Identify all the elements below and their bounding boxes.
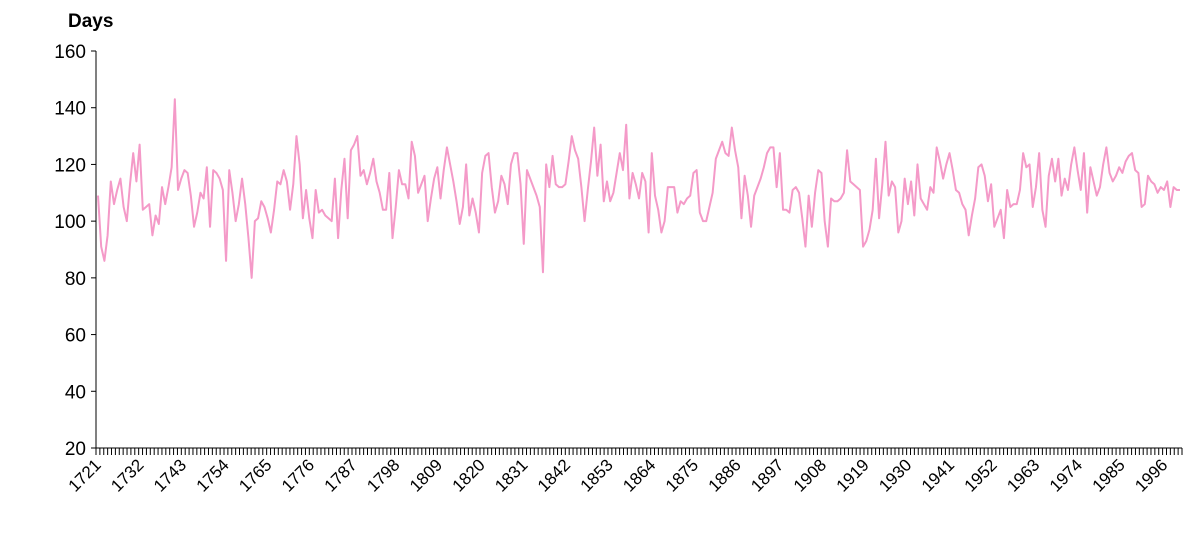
y-axis-ticks: 20 40 60 80 100 120 140 160 xyxy=(54,42,96,460)
x-tick-label: 1908 xyxy=(790,455,830,495)
x-tick-label: 1941 xyxy=(918,455,958,495)
y-tick-label: 20 xyxy=(65,439,86,460)
x-tick-label: 1732 xyxy=(107,455,147,495)
y-tick-label: 80 xyxy=(65,269,86,290)
x-tick-label: 1831 xyxy=(491,455,531,495)
x-tick-label: 1787 xyxy=(321,455,361,495)
x-tick-label: 1809 xyxy=(406,455,446,495)
x-tick-label: 1820 xyxy=(449,455,489,495)
x-tick-label: 1875 xyxy=(662,455,702,495)
y-tick-label: 140 xyxy=(54,99,86,120)
y-axis-title: Days xyxy=(68,11,113,32)
x-tick-label: 1897 xyxy=(747,455,787,495)
x-tick-label: 1974 xyxy=(1046,455,1086,495)
x-tick-label: 1919 xyxy=(833,455,873,495)
x-tick-label: 1743 xyxy=(150,455,190,495)
y-tick-label: 40 xyxy=(65,382,86,403)
x-tick-label: 1996 xyxy=(1131,455,1171,495)
x-tick-label: 1754 xyxy=(193,455,233,495)
x-axis-ticks: 1721 1732 1743 1754 1765 1776 1787 1798 1809 1820… xyxy=(65,448,1183,496)
x-tick-label: 1798 xyxy=(363,455,403,495)
y-tick-label: 60 xyxy=(65,326,86,347)
y-tick-label: 120 xyxy=(54,155,86,176)
y-tick-label: 100 xyxy=(54,212,86,233)
x-tick-label: 1842 xyxy=(534,455,574,495)
x-tick-label: 1721 xyxy=(65,455,105,495)
x-tick-label: 1765 xyxy=(235,455,275,495)
series-line xyxy=(97,98,1180,279)
x-tick-label: 1930 xyxy=(875,455,915,495)
x-tick-label: 1952 xyxy=(961,455,1001,495)
x-tick-label: 1776 xyxy=(278,455,318,495)
x-tick-label: 1985 xyxy=(1089,455,1129,495)
x-tick-label: 1886 xyxy=(705,455,745,495)
y-tick-label: 160 xyxy=(54,42,86,63)
x-tick-label: 1864 xyxy=(619,455,659,495)
x-tick-label: 1963 xyxy=(1003,455,1043,495)
x-tick-label: 1853 xyxy=(577,455,617,495)
